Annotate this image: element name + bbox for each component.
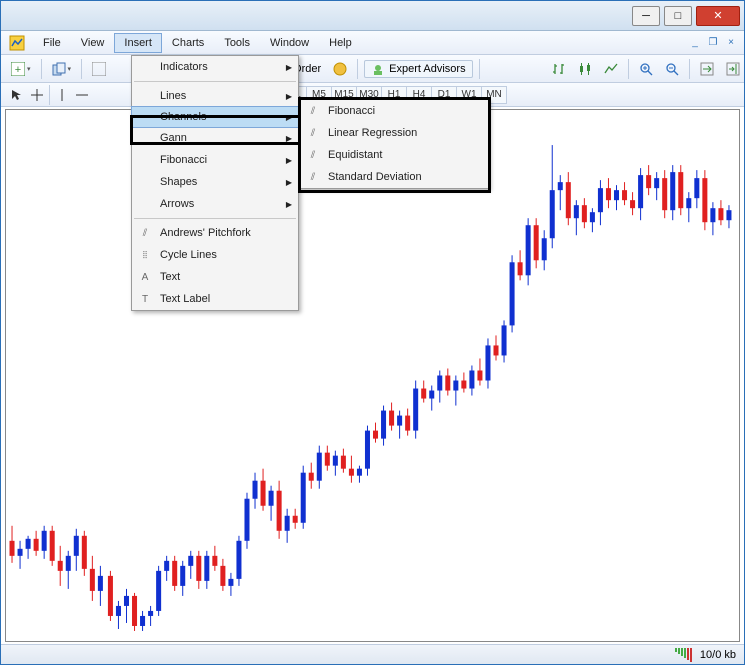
equidistant-icon: ⫽ [304, 150, 322, 161]
meta-button[interactable] [329, 59, 351, 79]
menu-window[interactable]: Window [260, 33, 319, 53]
submenu-arrow-icon: ▶ [286, 156, 292, 165]
fibonacci-icon: ⫽ [304, 106, 322, 117]
bar-chart-button[interactable] [548, 59, 570, 79]
menuitem-fibonacci[interactable]: ⫽Fibonacci [300, 100, 488, 122]
ea-icon [371, 62, 385, 76]
connection-status: 10/0 kb [700, 649, 736, 661]
menuitem-shapes[interactable]: Shapes▶ [132, 171, 298, 193]
menuitem-text[interactable]: AText [132, 266, 298, 288]
menuitem-gann[interactable]: Gann▶ [132, 127, 298, 149]
shift-button[interactable] [722, 59, 744, 79]
menuitem-equidistant[interactable]: ⫽Equidistant [300, 144, 488, 166]
cycle-lines-icon: ⦙⦙ [136, 250, 154, 261]
menu-file[interactable]: File [33, 33, 71, 53]
minimize-button[interactable]: ─ [632, 6, 660, 26]
menuitem-text-label[interactable]: TText Label [132, 288, 298, 310]
candle-chart-button[interactable] [574, 59, 596, 79]
submenu-arrow-icon: ▶ [286, 200, 292, 209]
standard-deviation-icon: ⫽ [304, 172, 322, 183]
mdi-close-icon[interactable]: × [724, 36, 738, 50]
andrews-pitchfork-icon: ⫽ [136, 228, 154, 239]
vline-button[interactable] [52, 85, 72, 105]
app-window: ─ □ ✕ FileViewInsertChartsToolsWindowHel… [0, 0, 745, 665]
linear-regression-icon: ⫽ [304, 128, 322, 139]
expert-advisors-button[interactable]: Expert Advisors [364, 60, 472, 78]
submenu-arrow-icon: ▶ [286, 92, 292, 101]
menu-view[interactable]: View [71, 33, 115, 53]
cursor-button[interactable] [7, 85, 27, 105]
menu-help[interactable]: Help [319, 33, 362, 53]
zoom-in-button[interactable] [635, 59, 657, 79]
submenu-arrow-icon: ▶ [286, 113, 292, 122]
new-chart-button[interactable]: +▾ [7, 59, 35, 79]
menuitem-channels[interactable]: Channels▶ [131, 106, 299, 128]
hline-button[interactable] [72, 85, 92, 105]
titlebar: ─ □ ✕ [1, 1, 744, 31]
submenu-arrow-icon: ▶ [286, 134, 292, 143]
menuitem-arrows[interactable]: Arrows▶ [132, 193, 298, 215]
statusbar: 10/0 kb [1, 644, 744, 664]
line-chart-button[interactable] [600, 59, 622, 79]
market-watch-button[interactable] [88, 59, 110, 79]
toolbar-main: +▾ ▾ w Order Expert Advisors [1, 55, 744, 83]
autoscroll-button[interactable] [696, 59, 718, 79]
text-label-icon: T [136, 294, 154, 305]
app-icon [7, 33, 27, 53]
crosshair-button[interactable] [27, 85, 47, 105]
menuitem-fibonacci[interactable]: Fibonacci▶ [132, 149, 298, 171]
text-icon: A [136, 272, 154, 283]
channels-submenu: ⫽Fibonacci⫽Linear Regression⫽Equidistant… [299, 99, 489, 189]
svg-text:+: + [15, 64, 21, 76]
zoom-out-button[interactable] [661, 59, 683, 79]
submenu-arrow-icon: ▶ [286, 178, 292, 187]
insert-menu: Indicators▶ Lines▶Channels▶Gann▶Fibonacci… [131, 55, 299, 311]
menuitem-andrews-pitchfork[interactable]: ⫽Andrews' Pitchfork [132, 222, 298, 244]
close-button[interactable]: ✕ [696, 6, 740, 26]
menuitem-linear-regression[interactable]: ⫽Linear Regression [300, 122, 488, 144]
menubar: FileViewInsertChartsToolsWindowHelp _ ❐ … [1, 31, 744, 55]
submenu-arrow-icon: ▶ [286, 63, 292, 72]
menu-tools[interactable]: Tools [214, 33, 260, 53]
menu-charts[interactable]: Charts [162, 33, 214, 53]
mdi-restore-icon[interactable]: ❐ [706, 36, 720, 50]
menuitem-indicators[interactable]: Indicators▶ [132, 56, 298, 78]
ea-label: Expert Advisors [389, 63, 465, 75]
maximize-button[interactable]: □ [664, 6, 692, 26]
menuitem-cycle-lines[interactable]: ⦙⦙Cycle Lines [132, 244, 298, 266]
menu-insert[interactable]: Insert [114, 33, 162, 53]
menuitem-standard-deviation[interactable]: ⫽Standard Deviation [300, 166, 488, 188]
mdi-minimize-icon[interactable]: _ [688, 36, 702, 50]
profiles-button[interactable]: ▾ [48, 59, 76, 79]
menuitem-lines[interactable]: Lines▶ [132, 85, 298, 107]
connection-icon [675, 648, 692, 662]
